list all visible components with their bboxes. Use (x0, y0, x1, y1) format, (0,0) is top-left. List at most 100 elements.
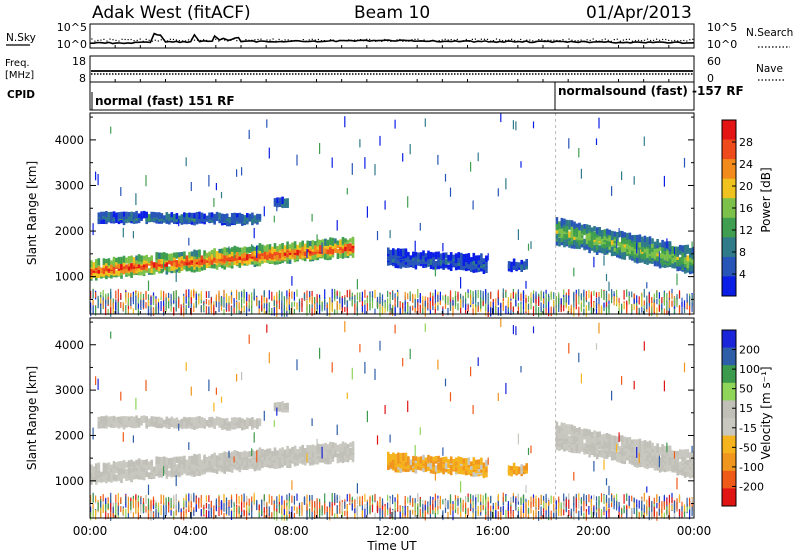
velocity-cell (301, 449, 304, 458)
velocity-cell (638, 444, 642, 452)
power-cell (633, 255, 637, 263)
power-clutter (600, 289, 603, 299)
power-clutter (379, 301, 381, 310)
power-noise (437, 154, 439, 165)
power-clutter (291, 307, 293, 316)
velocity-cell (689, 465, 692, 470)
power-cell (588, 238, 591, 245)
noise-search-point (580, 39, 582, 41)
power-cell (588, 225, 591, 231)
velocity-cell (278, 407, 282, 412)
velocity-cell (631, 452, 634, 459)
velocity-cell (147, 461, 151, 468)
power-cell (100, 211, 103, 219)
power-clutter (236, 304, 238, 314)
power-clutter (485, 301, 487, 311)
power-cell (691, 264, 695, 271)
velocity-cell (185, 469, 189, 475)
velocity-cell (218, 455, 221, 460)
power-clutter (653, 298, 655, 308)
velocity-cell (213, 468, 216, 473)
velocity-cell (658, 465, 662, 473)
power-clutter (465, 298, 467, 308)
noise-search-point (163, 39, 165, 41)
power-clutter (112, 309, 114, 315)
power-clutter (404, 291, 406, 300)
power-background (90, 113, 694, 314)
velocity-cell (100, 471, 103, 478)
velocity-cell (610, 435, 614, 441)
noise-search-point (508, 39, 510, 41)
velocity-cell (180, 456, 184, 461)
power-clutter (656, 290, 658, 299)
velocity-cell (555, 432, 559, 439)
noise-search-point (209, 40, 211, 42)
power-clutter (447, 307, 449, 316)
noise-search-point (351, 40, 353, 42)
velocity-cell (183, 416, 186, 422)
velocity-cell (689, 452, 692, 458)
velocity-clutter (165, 501, 167, 508)
velocity-cell (175, 417, 179, 424)
velocity-cell (648, 455, 652, 461)
power-clutter (419, 304, 421, 313)
velocity-cell (449, 467, 453, 476)
velocity-cell (95, 463, 98, 471)
velocity-cell (145, 463, 148, 468)
velocity-cell (218, 421, 221, 428)
velocity-cell (331, 451, 335, 459)
power-cell (661, 250, 664, 258)
power-cell (691, 246, 695, 253)
power-cell (457, 258, 460, 263)
nave-label: Nave (756, 63, 783, 75)
velocity-cell (590, 435, 594, 443)
velocity-cell (253, 451, 257, 456)
velocity-cell (142, 467, 146, 472)
power-noise (316, 234, 318, 242)
velocity-cell (258, 461, 262, 467)
power-cell (256, 213, 259, 220)
power-clutter (683, 307, 686, 313)
power-clutter (525, 302, 527, 312)
power-cell (215, 211, 219, 218)
power-cell (228, 217, 231, 224)
velocity-cell (92, 473, 96, 482)
power-clutter (671, 301, 673, 307)
velocity-cell (387, 451, 390, 459)
power-clutter (261, 295, 263, 306)
power-cell (236, 246, 239, 252)
power-clutter (356, 300, 358, 311)
velocity-cell (344, 448, 347, 456)
power-clutter (344, 297, 346, 305)
velocity-cell (183, 455, 186, 464)
power-cbar-label: 4 (739, 268, 746, 281)
velocity-cell (147, 418, 151, 426)
power-clutter (306, 290, 308, 299)
power-clutter (611, 294, 613, 304)
power-cell (671, 255, 674, 261)
power-clutter (331, 298, 333, 306)
power-clutter (432, 292, 434, 299)
noise-search-point (616, 38, 618, 40)
velocity-clutter (95, 509, 97, 520)
power-clutter (185, 295, 187, 304)
power-cell (663, 241, 667, 248)
velocity-cell (321, 443, 325, 452)
power-noise (449, 187, 452, 197)
velocity-cell (608, 434, 611, 440)
power-cell (407, 251, 410, 257)
power-cell (261, 253, 264, 260)
power-cell (309, 240, 312, 247)
power-cell (334, 241, 337, 247)
power-cell (273, 253, 277, 259)
velocity-clutter (150, 511, 152, 521)
power-clutter (130, 297, 132, 306)
noise-search-point (689, 39, 691, 41)
noise-search-point (302, 39, 304, 41)
power-cell (575, 223, 579, 228)
power-clutter (505, 305, 507, 314)
velocity-cell (286, 445, 289, 454)
velocity-clutter (163, 510, 165, 517)
power-clutter (376, 296, 379, 303)
velocity-cell (394, 453, 398, 461)
